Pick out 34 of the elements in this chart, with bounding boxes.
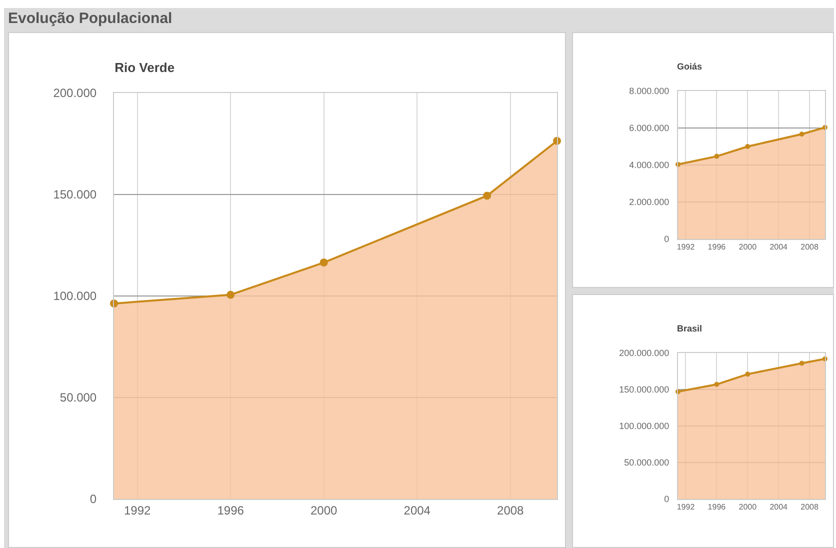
x-tick-label: 2008 — [800, 242, 819, 252]
y-tick-label: 50.000.000 — [624, 458, 670, 468]
y-tick-label: 200.000.000 — [619, 348, 670, 358]
y-tick-label: 150.000.000 — [619, 384, 670, 395]
y-tick-label: 200.000 — [53, 86, 97, 100]
x-tick-label: 1992 — [676, 242, 696, 252]
chart-title: Goiás — [677, 61, 702, 72]
y-tick-label: 0 — [664, 494, 670, 504]
x-tick-label: 2000 — [310, 503, 338, 518]
x-tick-label: 2008 — [497, 503, 524, 518]
chart-subtitle: Rio Verde — [114, 60, 175, 76]
y-tick-label: 100.000 — [53, 289, 97, 304]
y-tick-label: 0 — [664, 234, 670, 244]
y-tick-label: 150.000 — [53, 188, 97, 202]
y-tick-label: 100.000.000 — [619, 421, 670, 432]
y-tick-label: 2.000.000 — [629, 197, 670, 208]
x-tick-label: 2004 — [770, 242, 788, 252]
x-tick-label: 1996 — [708, 242, 726, 252]
y-tick-label: 50.000 — [60, 390, 97, 405]
chart-title: Evolução Populacional — [8, 10, 172, 27]
x-tick-label: 1992 — [124, 503, 151, 518]
x-tick-label: 1992 — [676, 502, 696, 512]
y-tick-label: 8.000.000 — [629, 86, 670, 96]
x-tick-label: 1996 — [217, 503, 244, 518]
x-tick-label: 2004 — [770, 502, 788, 512]
y-tick-label: 6.000.000 — [629, 123, 670, 134]
x-tick-label: 2000 — [738, 502, 758, 512]
chart-title: Brasil — [677, 323, 702, 334]
y-tick-label: 4.000.000 — [629, 160, 670, 170]
x-tick-label: 2004 — [404, 503, 431, 518]
x-tick-label: 2000 — [738, 242, 758, 252]
x-tick-label: 1996 — [708, 502, 726, 512]
x-tick-label: 2008 — [800, 502, 819, 512]
y-tick-label: 0 — [90, 492, 97, 506]
